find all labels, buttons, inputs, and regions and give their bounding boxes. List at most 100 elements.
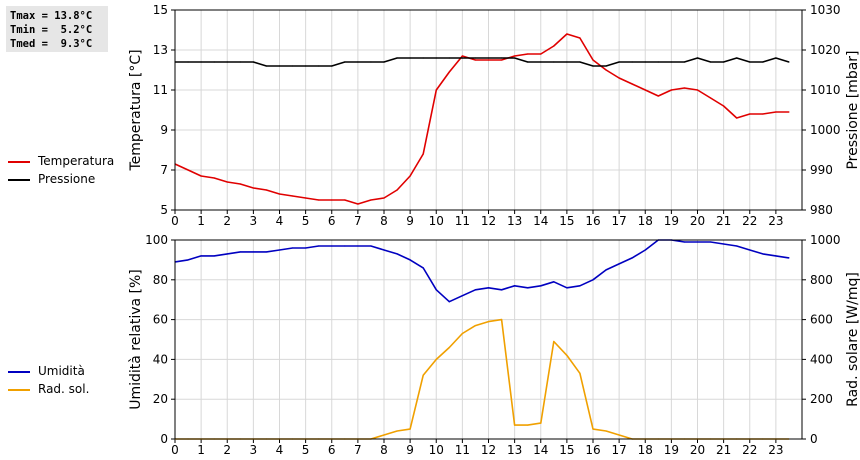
panel1-series-0	[174, 33, 789, 205]
panel2-series-1-point	[527, 424, 529, 426]
panel1-xtick-label: 8	[380, 214, 388, 228]
panel1-series-0-point	[540, 53, 542, 55]
panel2-series-1-point	[514, 424, 516, 426]
panel1-series-1-point	[762, 61, 764, 63]
panel2-series-1-point	[448, 346, 450, 349]
panel1-series-1-point	[723, 61, 725, 63]
panel2-xtick-label: 0	[171, 443, 179, 457]
panel2-xtick-label: 6	[328, 443, 336, 457]
panel2-series-0-point	[762, 253, 764, 255]
panel1-series-1-point	[435, 57, 437, 59]
panel2-series-0-point	[396, 253, 398, 255]
panel1-series-1-point	[370, 61, 372, 63]
panel1-series-0-point	[553, 45, 555, 47]
panel1-series-0-point	[318, 199, 320, 201]
panel1-series-0-point	[187, 169, 189, 171]
panel1-series-0-point	[605, 69, 607, 71]
legend-label-radsol: Rad. sol.	[38, 382, 90, 396]
panel2-series-0-point	[265, 251, 268, 253]
panel2-series-0-point	[344, 245, 346, 247]
panel2-series-1-point	[474, 324, 477, 327]
panel2-series-1-point	[422, 374, 424, 376]
panel2-ytick-right-label: 1000	[810, 233, 841, 247]
panel1-xtick-label: 20	[690, 214, 705, 228]
panel2-series-0-point	[709, 241, 712, 243]
panel1-ytick-left-label: 15	[153, 3, 168, 17]
panel1-xtick-label: 4	[276, 214, 284, 228]
panel2-series-0-point	[527, 287, 529, 289]
panel1-xtick-label: 15	[559, 214, 574, 228]
legend-swatch-radsol	[8, 389, 30, 391]
panel2-series-1-point	[592, 428, 594, 430]
legend-swatch-pressione	[8, 179, 30, 181]
panel1-series-1-point	[487, 57, 490, 59]
panel1-series-0-point	[357, 203, 359, 205]
panel1-series-0-point	[670, 89, 672, 91]
panel2-xtick-label: 3	[250, 443, 258, 457]
panel2-xtick-label: 2	[223, 443, 231, 457]
panel2-series-0-point	[631, 257, 633, 259]
panel1-series-0-point	[370, 199, 372, 201]
panel1-series-0-point	[448, 71, 450, 73]
panel2-series-1-point	[540, 422, 542, 424]
panel1-ytick-right-label: 1010	[810, 83, 841, 97]
panel2-series-0-point	[409, 259, 411, 261]
panel1-series-0-point	[461, 55, 463, 57]
panel1-series-0-point	[291, 195, 294, 197]
panel1-series-1-point	[592, 65, 594, 67]
panel1-xtick-label: 21	[716, 214, 731, 228]
panel1-series-1-point	[749, 61, 751, 63]
panel1-series-1-point	[644, 61, 646, 63]
panel2-xtick-label: 9	[406, 443, 414, 457]
panel1-series-0-point	[762, 113, 764, 115]
panel1-ylabel-left: Temperatura [°C]	[128, 49, 144, 171]
panel2-ytick-right-label: 200	[810, 392, 833, 406]
panel1-xtick-label: 17	[611, 214, 626, 228]
panel1-ytick-right-label: 980	[810, 203, 833, 217]
panel2-series-0-point	[487, 287, 490, 289]
legend-label-temperatura: Temperatura	[38, 154, 115, 168]
panel1-ytick-left-label: 9	[160, 123, 168, 137]
panel1-frame	[174, 9, 803, 211]
legend-swatch-umidita	[8, 371, 30, 373]
panel2-ytick-right-label: 800	[810, 273, 833, 287]
panel1-series-1-point	[318, 65, 320, 67]
panel2-series-0-point	[579, 285, 581, 287]
panel1-xtick-label: 9	[406, 214, 414, 228]
panel2-xtick-label: 16	[585, 443, 600, 457]
panel1-series-1-point	[579, 61, 581, 63]
panel1-ytick-right-label: 1020	[810, 43, 841, 57]
panel2-series-0-point	[723, 243, 725, 245]
panel2-series-1-point	[487, 320, 490, 323]
panel2-xtick-label: 18	[638, 443, 653, 457]
panel1-xtick-label: 7	[354, 214, 362, 228]
panel1-xtick-label: 22	[742, 214, 757, 228]
panel1-series-1-point	[553, 61, 555, 63]
panel1-series-1-point	[448, 57, 450, 59]
panel2-series-0-point	[592, 279, 594, 281]
panel1-series-1	[175, 57, 790, 67]
panel1-series-1-point	[474, 57, 477, 59]
panel2-frame	[174, 239, 803, 440]
panel1-series-1-point	[200, 61, 202, 63]
panel2-series-1-point	[383, 434, 385, 436]
panel2-series-1-point	[500, 319, 503, 321]
panel2-xtick-label: 11	[455, 443, 470, 457]
panel1-series-0-point	[592, 59, 594, 61]
panel1-ytick-right-label: 1000	[810, 123, 841, 137]
panel1-series-1-point	[683, 61, 686, 63]
panel1-series-1-point	[657, 61, 659, 63]
panel2-series-0-point	[775, 255, 777, 257]
panel1-series-0-point	[749, 113, 751, 115]
stats-box: Tmax = 13.8°C Tmin = 5.2°C Tmed = 9.3°C	[6, 6, 108, 52]
panel2-series-0-point	[331, 245, 333, 247]
panel1-series-1-point	[305, 65, 307, 67]
panel1-series-1-point	[383, 61, 385, 63]
panel1-series-0-point	[723, 105, 725, 107]
panel2-ytick-left-label: 0	[160, 432, 168, 446]
panel2-series-0-point	[566, 287, 568, 289]
panel2-series-0-point	[252, 251, 254, 253]
panel1-ytick-right-label: 990	[810, 163, 833, 177]
panel2-series-0-point	[644, 249, 646, 251]
panel1-ytick-left-label: 13	[153, 43, 168, 57]
